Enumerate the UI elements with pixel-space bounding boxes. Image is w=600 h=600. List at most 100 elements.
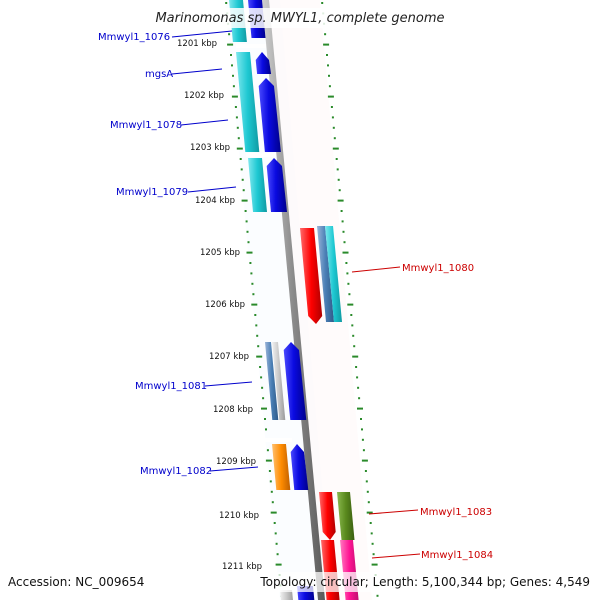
tick-mark	[360, 418, 362, 420]
gene-label-mmwyl1-1081[interactable]: Mmwyl1_1081	[135, 381, 207, 392]
gene-mmwyl1-1083[interactable]	[319, 492, 336, 540]
tick-mark	[225, 2, 228, 4]
gene-label-mmwyl1-1080[interactable]: Mmwyl1_1080	[402, 263, 474, 274]
tick-mark	[250, 272, 253, 275]
tick-mark	[257, 345, 260, 348]
gene-label-mgsa[interactable]: mgsA	[145, 69, 173, 80]
gene-mmwyl1-1082-orange[interactable]	[272, 444, 291, 490]
gene-mmwyl1-1081-grey[interactable]	[272, 342, 286, 420]
tick-mark	[240, 168, 243, 171]
tick-mark	[269, 480, 272, 483]
tick-mark	[357, 407, 363, 410]
kbp-label: 1207 kbp	[209, 352, 249, 362]
tick-mark	[236, 126, 239, 129]
tick-mark	[270, 511, 277, 514]
tick-mark	[231, 95, 238, 98]
tick-mark	[347, 303, 354, 306]
tick-mark	[376, 594, 379, 597]
tick-mark	[256, 355, 263, 358]
tick-mark	[347, 282, 350, 285]
tick-mark	[261, 407, 267, 410]
gene-features	[229, 0, 359, 600]
tick-mark	[230, 54, 232, 56]
tick-mark	[366, 490, 369, 493]
tick-mark	[264, 418, 266, 420]
tick-mark	[276, 553, 279, 556]
topology-text: Topology: circular; Length: 5,100,344 bp…	[259, 575, 590, 589]
tick-mark	[371, 542, 374, 545]
tick-mark	[337, 178, 340, 181]
gene-label-mmwyl1-1084[interactable]: Mmwyl1_1084	[421, 550, 493, 561]
tick-mark	[265, 428, 267, 431]
gene-mmwyl1-1082[interactable]	[290, 444, 309, 490]
kbp-label: 1202 kbp	[184, 91, 224, 101]
tick-mark	[237, 137, 240, 140]
tick-mark	[274, 532, 277, 535]
tick-mark	[323, 43, 330, 46]
kbp-label: 1204 kbp	[195, 196, 235, 206]
tick-mark	[245, 220, 248, 223]
gene-mmwyl1-1081-steel[interactable]	[265, 342, 279, 420]
tick-mark	[340, 210, 343, 212]
gene-label-mmwyl1-1079[interactable]: Mmwyl1_1079	[116, 187, 188, 198]
gene-mgsA-cyan[interactable]	[236, 52, 260, 152]
gene-mmwyl1-1081[interactable]	[283, 342, 307, 420]
gene-mmwyl1-1080-cyan[interactable]	[325, 226, 342, 322]
tick-mark	[242, 189, 245, 192]
gene-mmwyl1-1079[interactable]	[266, 158, 287, 212]
tick-mark	[252, 293, 255, 296]
tick-mark	[333, 137, 336, 140]
gene-mmwyl1-1080[interactable]	[300, 228, 323, 324]
tick-mark	[335, 158, 338, 160]
tick-mark	[244, 210, 247, 212]
gene-bottom-grey[interactable]	[280, 590, 294, 600]
tick-mark	[235, 116, 238, 119]
tick-mark	[343, 241, 346, 244]
map-title: Marinomonas sp. MWYL1, complete genome	[155, 11, 444, 26]
tick-mark	[332, 126, 335, 129]
tick-mark	[338, 189, 341, 192]
tick-mark	[345, 262, 348, 264]
kbp-label: 1203 kbp	[190, 143, 230, 153]
kbp-label: 1201 kbp	[177, 39, 217, 49]
tick-mark	[367, 501, 370, 504]
tick-mark	[366, 511, 373, 514]
tick-mark	[251, 282, 254, 285]
kbp-label: 1205 kbp	[200, 248, 240, 258]
tick-mark	[328, 74, 330, 77]
tick-mark	[372, 553, 375, 556]
gene-labels: Mmwyl1_1076 mgsA Mmwyl1_1078 Mmwyl1_1079…	[98, 32, 493, 561]
gene-mmwyl1-1079-cyan[interactable]	[248, 158, 267, 212]
tick-mark	[351, 324, 354, 327]
tick-mark	[321, 2, 324, 4]
tick-mark	[249, 262, 252, 264]
gene-mmwyl1-1078[interactable]	[258, 78, 281, 152]
tick-mark	[268, 470, 271, 472]
tick-mark	[239, 158, 242, 160]
tick-mark	[256, 334, 259, 337]
kbp-label: 1208 kbp	[213, 405, 253, 415]
tick-mark	[232, 85, 235, 88]
tick-mark	[260, 376, 263, 379]
gene-mgsA[interactable]	[255, 52, 272, 74]
tick-mark	[336, 168, 339, 171]
tick-mark	[361, 459, 368, 462]
tick-mark	[355, 366, 358, 368]
gene-label-mmwyl1-1078[interactable]: Mmwyl1_1078	[110, 120, 182, 131]
gene-mmwyl1-1080-steel[interactable]	[317, 226, 334, 322]
gene-label-mmwyl1-1083[interactable]: Mmwyl1_1083	[420, 507, 492, 518]
gene-mmwyl1-1083-olive[interactable]	[337, 492, 355, 540]
tick-mark	[262, 397, 265, 400]
tick-mark	[254, 314, 257, 316]
tick-mark	[270, 490, 273, 493]
tick-mark	[246, 251, 253, 254]
tick-mark	[330, 106, 333, 108]
position-ticks	[225, 2, 379, 597]
tick-mark	[371, 563, 378, 566]
gene-label-mmwyl1-1082[interactable]: Mmwyl1_1082	[140, 466, 212, 477]
gene-label-mmwyl1-1076[interactable]: Mmwyl1_1076	[98, 32, 170, 43]
tick-mark	[352, 355, 359, 358]
tick-mark	[234, 106, 237, 108]
tick-mark	[265, 459, 272, 462]
